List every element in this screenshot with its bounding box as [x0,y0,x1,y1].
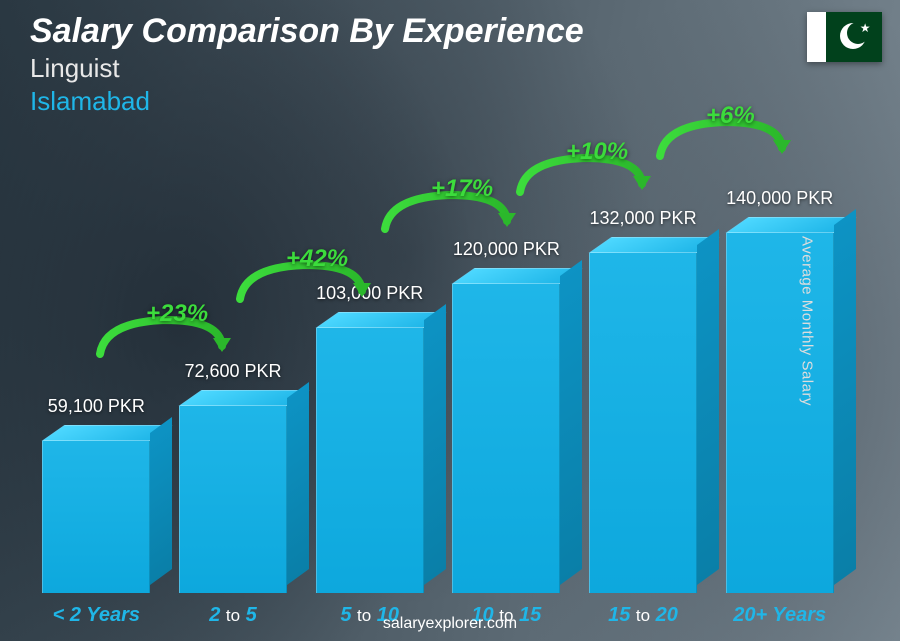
footer-attribution: salaryexplorer.com [0,615,900,633]
chart-header: Salary Comparison By Experience Linguist… [30,12,584,117]
bar-group: 103,000 PKR5 to 10 [305,283,434,593]
percent-increase-arrow: +42% [250,245,348,273]
percent-increase-label: +42% [286,245,348,273]
bar [452,268,560,593]
y-axis-label: Average Monthly Salary [799,236,816,406]
pakistan-flag-icon: ★ [807,12,882,62]
bar-value-label: 140,000 PKR [726,188,833,209]
chart-subtitle: Linguist [30,53,584,84]
percent-increase-arrow: +10% [530,138,628,166]
bar-group: 140,000 PKR20+ Years [715,188,844,593]
bar-group: 120,000 PKR10 to 15 [442,239,571,593]
bar-value-label: 120,000 PKR [453,239,560,260]
percent-increase-arrow: +23% [110,300,208,328]
percent-increase-label: +23% [146,300,208,328]
bar-value-label: 132,000 PKR [589,208,696,229]
bar-value-label: 72,600 PKR [184,361,281,382]
percent-increase-label: +10% [566,138,628,166]
bar [179,390,287,593]
percent-increase-arrow: +17% [395,175,493,203]
bar [42,425,150,593]
bar-group: 59,100 PKR< 2 Years [32,396,161,593]
bar [726,217,834,593]
percent-increase-label: +17% [431,175,493,203]
percent-increase-label: +6% [706,102,755,130]
chart-location: Islamabad [30,86,584,117]
bar [316,312,424,593]
bar-group: 132,000 PKR15 to 20 [579,208,708,593]
chart-title: Salary Comparison By Experience [30,12,584,51]
bar-value-label: 59,100 PKR [48,396,145,417]
bar-group: 72,600 PKR2 to 5 [169,361,298,593]
bar [589,237,697,593]
percent-increase-arrow: +6% [670,102,755,130]
